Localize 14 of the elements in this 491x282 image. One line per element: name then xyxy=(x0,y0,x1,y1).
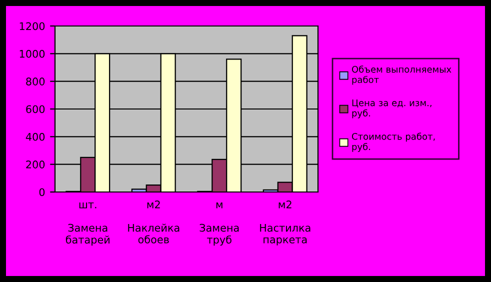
y-tick-label: 600 xyxy=(26,105,45,114)
y-tick-label: 1000 xyxy=(20,50,45,58)
legend-label: Стоимость работ, руб. xyxy=(352,132,435,152)
category-label: м2 Настилка паркета xyxy=(260,200,310,246)
category-label: шт. Замена батарей xyxy=(66,202,110,246)
y-tick-label: 1200 xyxy=(20,22,45,30)
y-tick-label: 0 xyxy=(39,188,45,196)
y-tick-label: 800 xyxy=(26,78,45,86)
legend-label: Цена за ед. изм., руб. xyxy=(352,99,432,118)
category-label: м Замена труб xyxy=(200,202,239,246)
y-tick-label: 200 xyxy=(26,160,45,168)
y-tick-label: 400 xyxy=(26,132,45,141)
legend-label: Объем выполняемых работ xyxy=(352,66,452,85)
category-label: м2 Наклейка обоев xyxy=(128,200,180,244)
